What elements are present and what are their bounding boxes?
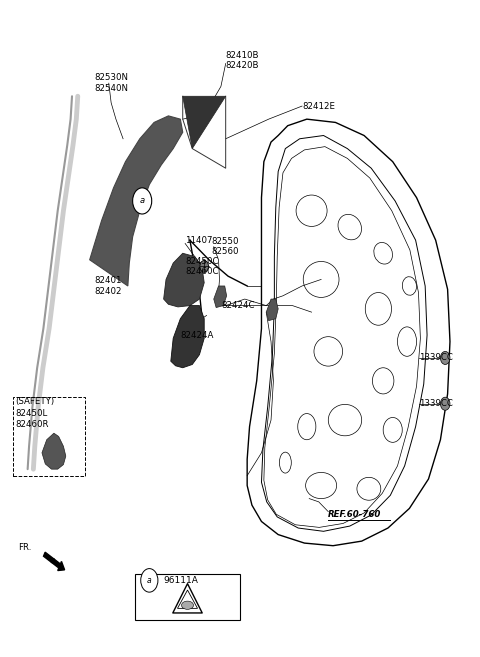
Text: 96111A: 96111A [164,576,199,585]
Bar [135,574,240,620]
FancyArrow shape [44,553,65,570]
Text: 82424C: 82424C [221,301,254,310]
Text: 1339CC: 1339CC [419,399,453,408]
Text: a: a [140,196,145,206]
Polygon shape [164,253,204,307]
Text: 82460R: 82460R [16,420,49,428]
Text: 82450C
82460C: 82450C 82460C [185,257,218,276]
Text: 82530N
82540N: 82530N 82540N [95,74,129,93]
Text: 1339CC: 1339CC [419,353,453,363]
Text: 82424A: 82424A [180,330,214,340]
Circle shape [132,188,152,214]
Text: 11407: 11407 [185,236,213,244]
Text: 82401
82402: 82401 82402 [95,277,122,296]
Text: (SAFETY): (SAFETY) [16,397,55,406]
Text: 82412E: 82412E [302,102,335,110]
Polygon shape [266,299,278,321]
Polygon shape [90,116,183,286]
Bar [13,397,85,476]
Circle shape [141,568,158,592]
Ellipse shape [181,601,193,609]
Polygon shape [42,433,66,469]
Text: 82450L: 82450L [16,409,48,418]
Text: 82410B
82420B: 82410B 82420B [226,51,259,70]
Circle shape [441,351,450,365]
Circle shape [441,397,450,410]
Text: 82550
82560: 82550 82560 [211,237,239,256]
Polygon shape [183,97,226,148]
Text: REF.60-760: REF.60-760 [328,510,382,520]
Circle shape [200,260,208,272]
Text: a: a [147,576,152,585]
Polygon shape [214,286,227,307]
Text: FR.: FR. [18,543,32,552]
Polygon shape [171,306,204,368]
